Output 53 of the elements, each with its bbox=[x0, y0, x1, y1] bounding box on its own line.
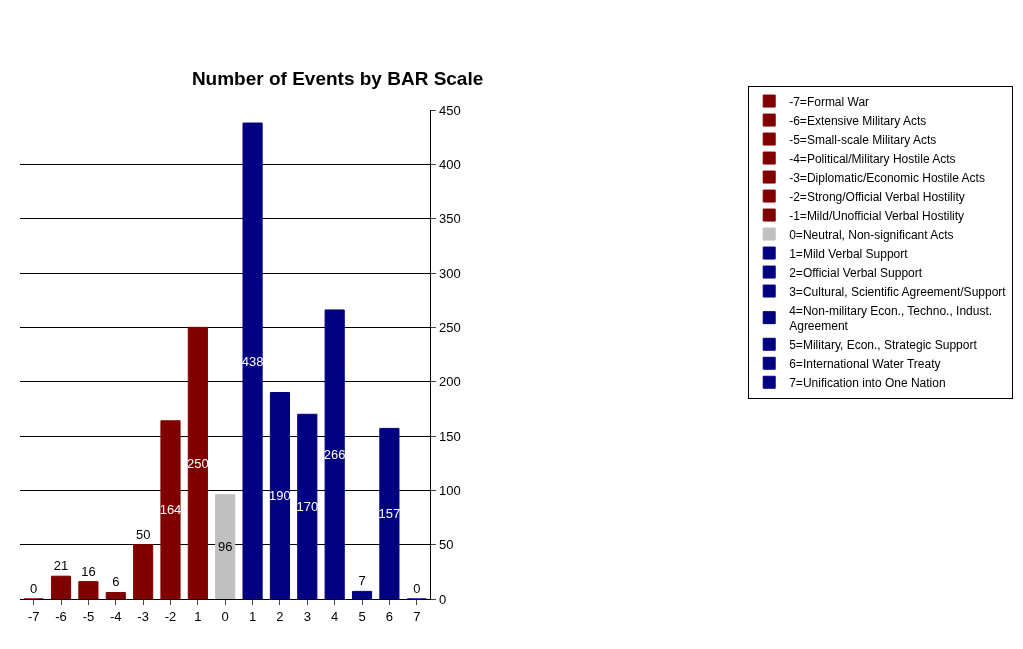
legend-label: 3=Cultural, Scientific Agreement/Support bbox=[789, 284, 1007, 299]
data-label: 190 bbox=[269, 488, 291, 504]
x-tick-label: -2 bbox=[164, 608, 177, 624]
y-tick-label: 400 bbox=[439, 156, 461, 172]
x-tick-label: 2 bbox=[276, 608, 284, 624]
data-label: 0 bbox=[413, 581, 421, 596]
y-tick-label: 50 bbox=[439, 537, 454, 553]
legend-label: 6=International Water Treaty bbox=[789, 356, 941, 371]
x-tick-label: 7 bbox=[413, 608, 421, 624]
y-tick-label: 300 bbox=[439, 265, 461, 281]
legend-label: -1=Mild/Unofficial Verbal Hostility bbox=[789, 208, 965, 223]
x-tick-label: -4 bbox=[109, 608, 122, 624]
legend-label: 0=Neutral, Non-significant Acts bbox=[789, 227, 954, 242]
x-tick-label: 6 bbox=[385, 608, 394, 624]
data-label: 157 bbox=[378, 506, 401, 522]
data-label: 50 bbox=[135, 526, 151, 542]
x-tick-label: 0 bbox=[221, 608, 229, 624]
legend-label: 7=Unification into One Nation bbox=[789, 375, 946, 390]
y-tick-label: 150 bbox=[439, 428, 461, 444]
x-tick-label: 1 bbox=[248, 608, 257, 624]
x-tick-label: 3 bbox=[303, 608, 311, 624]
data-label: 438 bbox=[241, 353, 264, 369]
legend-label: -7=Formal War bbox=[789, 94, 870, 109]
legend-label: -6=Extensive Military Acts bbox=[789, 113, 927, 128]
x-tick-label: 5 bbox=[358, 608, 366, 624]
y-tick-label: 250 bbox=[439, 319, 461, 335]
legend-label: -2=Strong/Official Verbal Hostility bbox=[789, 189, 965, 204]
data-label: 7 bbox=[358, 573, 366, 589]
legend-label: 4=Non-military Econ., Techno., Indust. Agreement bbox=[789, 303, 993, 334]
chart-title: Number of Events by BAR Scale bbox=[191, 67, 484, 89]
legend-label: -3=Diplomatic/Economic Hostile Acts bbox=[789, 170, 985, 185]
y-tick-label: 200 bbox=[439, 374, 461, 390]
data-label: 6 bbox=[112, 574, 120, 590]
x-tick-label: -7 bbox=[27, 608, 40, 624]
legend-label: 5=Military, Econ., Strategic Support bbox=[789, 337, 978, 352]
x-tick-label: -5 bbox=[82, 608, 95, 624]
y-tick-label: 350 bbox=[439, 211, 461, 227]
y-tick-label: 450 bbox=[439, 102, 461, 118]
legend-label: 1=Mild Verbal Support bbox=[789, 246, 909, 261]
x-tick-label: -3 bbox=[137, 608, 149, 624]
y-tick-label: 100 bbox=[439, 482, 461, 498]
data-label: 0 bbox=[30, 581, 38, 596]
data-label: 164 bbox=[159, 502, 182, 518]
legend-label: 2=Official Verbal Support bbox=[789, 265, 923, 280]
data-label: 16 bbox=[81, 563, 96, 579]
data-label: 21 bbox=[53, 558, 69, 574]
legend-label: -5=Small-scale Military Acts bbox=[789, 132, 937, 147]
data-label: 96 bbox=[217, 539, 233, 555]
x-tick-label: -6 bbox=[55, 608, 67, 624]
y-tick-label: 0 bbox=[439, 591, 447, 607]
legend-label: -4=Political/Military Hostile Acts bbox=[789, 151, 956, 166]
x-tick-label: 1 bbox=[194, 608, 202, 624]
x-tick-label: 4 bbox=[331, 608, 339, 624]
